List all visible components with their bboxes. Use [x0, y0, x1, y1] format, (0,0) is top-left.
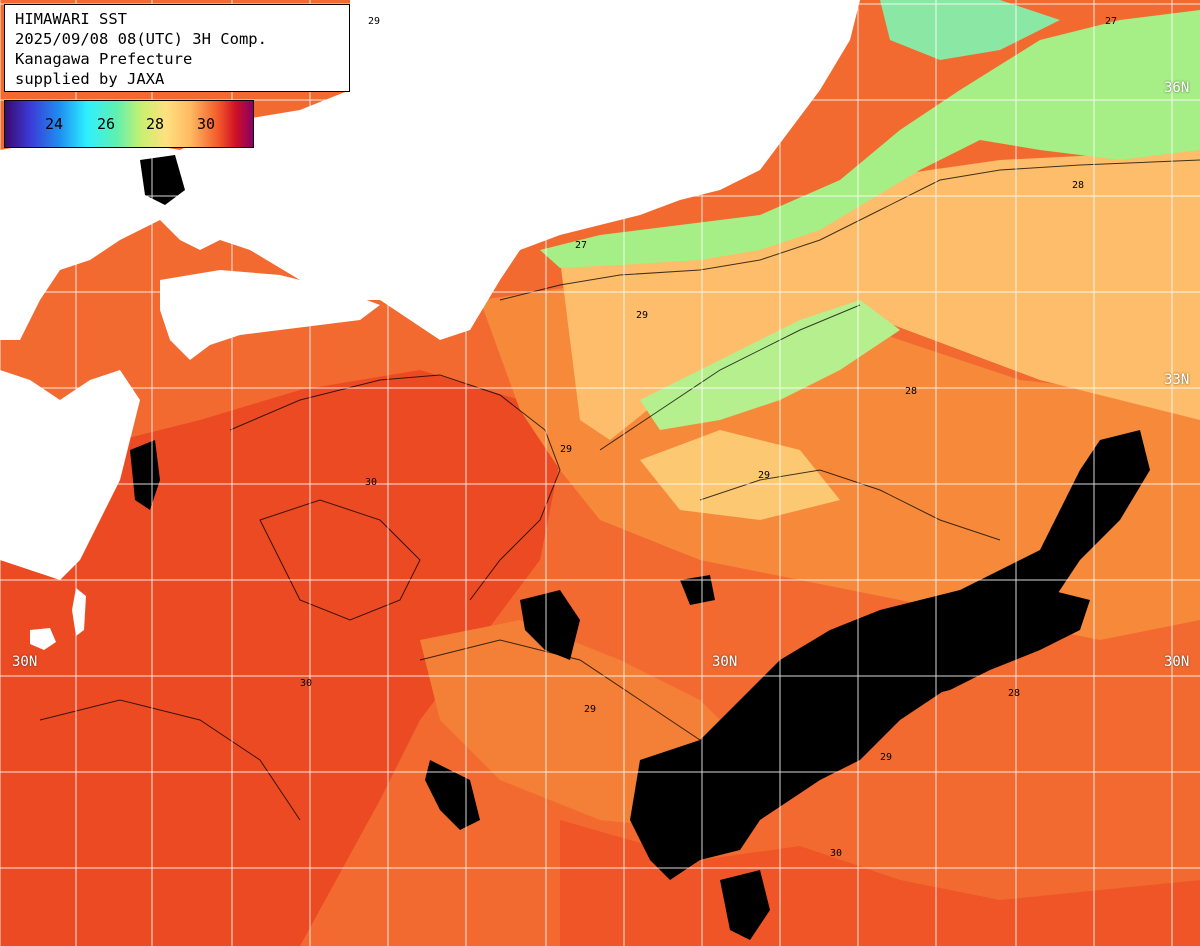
title-credit: supplied by JAXA	[15, 70, 165, 88]
cloud-mask-sw	[520, 590, 580, 660]
sea-hot-region-south	[560, 820, 1200, 946]
legend-tick-26: 26	[97, 115, 116, 133]
lat-label-30n-right: 30N	[1164, 654, 1190, 670]
sea-28-band	[560, 150, 1200, 440]
legend-tick-30: 30	[197, 115, 216, 133]
cloud-mask-small	[680, 575, 715, 605]
cloud-mask-bungo	[140, 155, 185, 205]
sea-27-streak	[640, 300, 900, 430]
land-kyushu	[0, 370, 140, 580]
lat-label-30n-mid: 30N	[712, 654, 738, 670]
cloud-mask-east	[890, 590, 1090, 700]
color-scale-legend: 24 26 28 30	[4, 100, 254, 148]
cloud-mask-main	[630, 430, 1150, 880]
legend-tick-24: 24	[45, 115, 64, 133]
sea-27-band	[540, 10, 1200, 268]
title-product: HIMAWARI SST	[15, 10, 127, 28]
title-datetime: 2025/09/08 08(UTC) 3H Comp.	[15, 30, 267, 48]
land-island-south	[30, 628, 56, 650]
title-organization: Kanagawa Prefecture	[15, 50, 193, 68]
title-box: HIMAWARI SST 2025/09/08 08(UTC) 3H Comp.…	[4, 4, 350, 92]
sea-28-patch	[640, 430, 840, 520]
sea-hot-region	[0, 370, 560, 946]
sea-26-patch	[880, 0, 1060, 60]
lat-label-30n-left: 30N	[12, 654, 38, 670]
cloud-mask-bottom	[720, 870, 770, 940]
land-honshu-west	[0, 0, 860, 340]
legend-tick-28: 28	[146, 115, 165, 133]
lat-label-36n: 36N	[1164, 80, 1190, 96]
lat-label-33n: 33N	[1164, 372, 1190, 388]
